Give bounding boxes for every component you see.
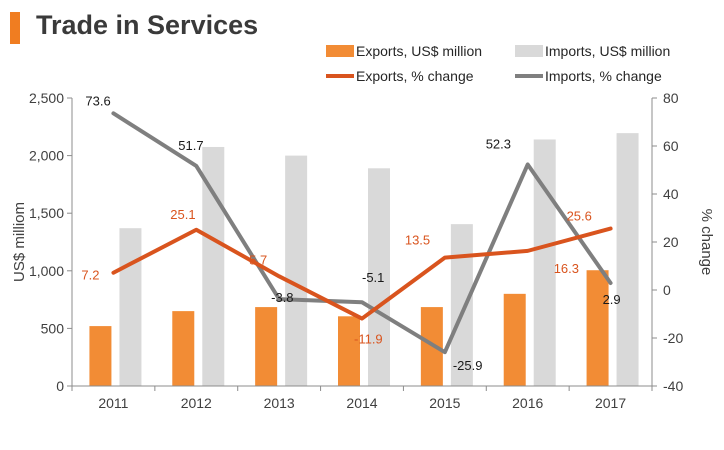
x-tick-label: 2017 — [595, 395, 626, 411]
left-tick-label: 500 — [41, 320, 65, 336]
imports-bar-2014 — [368, 168, 390, 386]
x-tick-label: 2015 — [429, 395, 460, 411]
left-tick-label: 0 — [56, 378, 64, 394]
left-tick-label: 2,500 — [29, 90, 64, 106]
y-axis-title: US$ milliom — [11, 202, 28, 282]
imports-change-label-2015: -25.9 — [453, 358, 483, 373]
exports-change-label-2014: -11.9 — [354, 332, 383, 347]
exports-change-label-2012: 25.1 — [170, 207, 195, 222]
imports-bar-2012 — [202, 146, 225, 386]
x-tick-label: 2014 — [346, 395, 377, 411]
legend-label-0: Exports, US$ million — [356, 43, 482, 59]
legend-swatch-0 — [326, 45, 354, 57]
x-tick-label: 2016 — [512, 395, 543, 411]
right-tick-label: 80 — [663, 90, 679, 106]
left-tick-label: 1,000 — [29, 263, 64, 279]
exports-change-label-2017: 25.6 — [567, 209, 592, 224]
right-tick-label: 60 — [663, 138, 679, 154]
imports-change-label-2017: 2.9 — [603, 292, 621, 307]
exports-change-label-2015: 13.5 — [405, 233, 430, 248]
legend-label-3: Imports, % change — [545, 68, 662, 84]
exports-change-label-2011: 7.2 — [81, 268, 99, 283]
y2-axis-title: % change — [698, 209, 715, 276]
exports-bar-2013 — [255, 307, 278, 386]
imports-bar-2015 — [450, 224, 473, 386]
imports-bar-2017 — [616, 133, 639, 386]
imports-change-label-2012: 51.7 — [178, 138, 203, 153]
imports-bar-2011 — [119, 228, 142, 386]
exports-bar-2014 — [338, 316, 360, 386]
right-tick-label: -20 — [663, 330, 683, 346]
imports-change-label-2013: -3.8 — [271, 290, 293, 305]
x-tick-label: 2013 — [264, 395, 295, 411]
title-accent-bar — [10, 12, 20, 44]
exports-bar-2011 — [89, 326, 112, 386]
x-tick-label: 2011 — [98, 395, 128, 411]
right-tick-label: 20 — [663, 234, 679, 250]
legend-label-2: Exports, % change — [356, 68, 474, 84]
exports-bar-2017 — [586, 270, 609, 386]
chart-title: Trade in Services — [36, 10, 259, 40]
imports-change-label-2016: 52.3 — [486, 136, 511, 151]
right-tick-label: 40 — [663, 186, 679, 202]
right-tick-label: -40 — [663, 378, 683, 394]
imports-bar-2013 — [285, 155, 308, 386]
right-tick-label: 0 — [663, 282, 671, 298]
legend-label-1: Imports, US$ million — [545, 43, 670, 59]
imports-change-label-2014: -5.1 — [362, 270, 384, 285]
imports-bar-2016 — [533, 139, 556, 386]
x-tick-label: 2012 — [181, 395, 212, 411]
exports-change-line — [111, 226, 613, 321]
exports-bar-2016 — [503, 293, 526, 386]
left-tick-label: 1,500 — [29, 205, 64, 221]
legend-swatch-1 — [515, 45, 543, 57]
imports-change-line — [111, 111, 613, 355]
imports-change-label-2011: 73.6 — [85, 93, 110, 108]
exports-bar-2012 — [172, 311, 195, 386]
exports-change-label-2016: 16.3 — [554, 261, 579, 276]
left-tick-label: 2,000 — [29, 148, 64, 164]
exports-change-label-2013: 5.7 — [249, 252, 267, 267]
